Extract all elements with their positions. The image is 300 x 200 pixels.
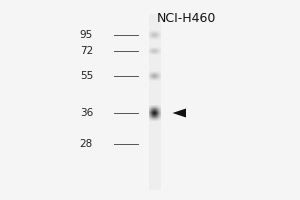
Text: 72: 72	[80, 46, 93, 56]
Text: 36: 36	[80, 108, 93, 118]
Text: 95: 95	[80, 30, 93, 40]
Polygon shape	[172, 108, 186, 117]
Text: 55: 55	[80, 71, 93, 81]
Text: NCI-H460: NCI-H460	[156, 12, 216, 25]
Bar	[148, 14, 160, 190]
Text: 28: 28	[80, 139, 93, 149]
